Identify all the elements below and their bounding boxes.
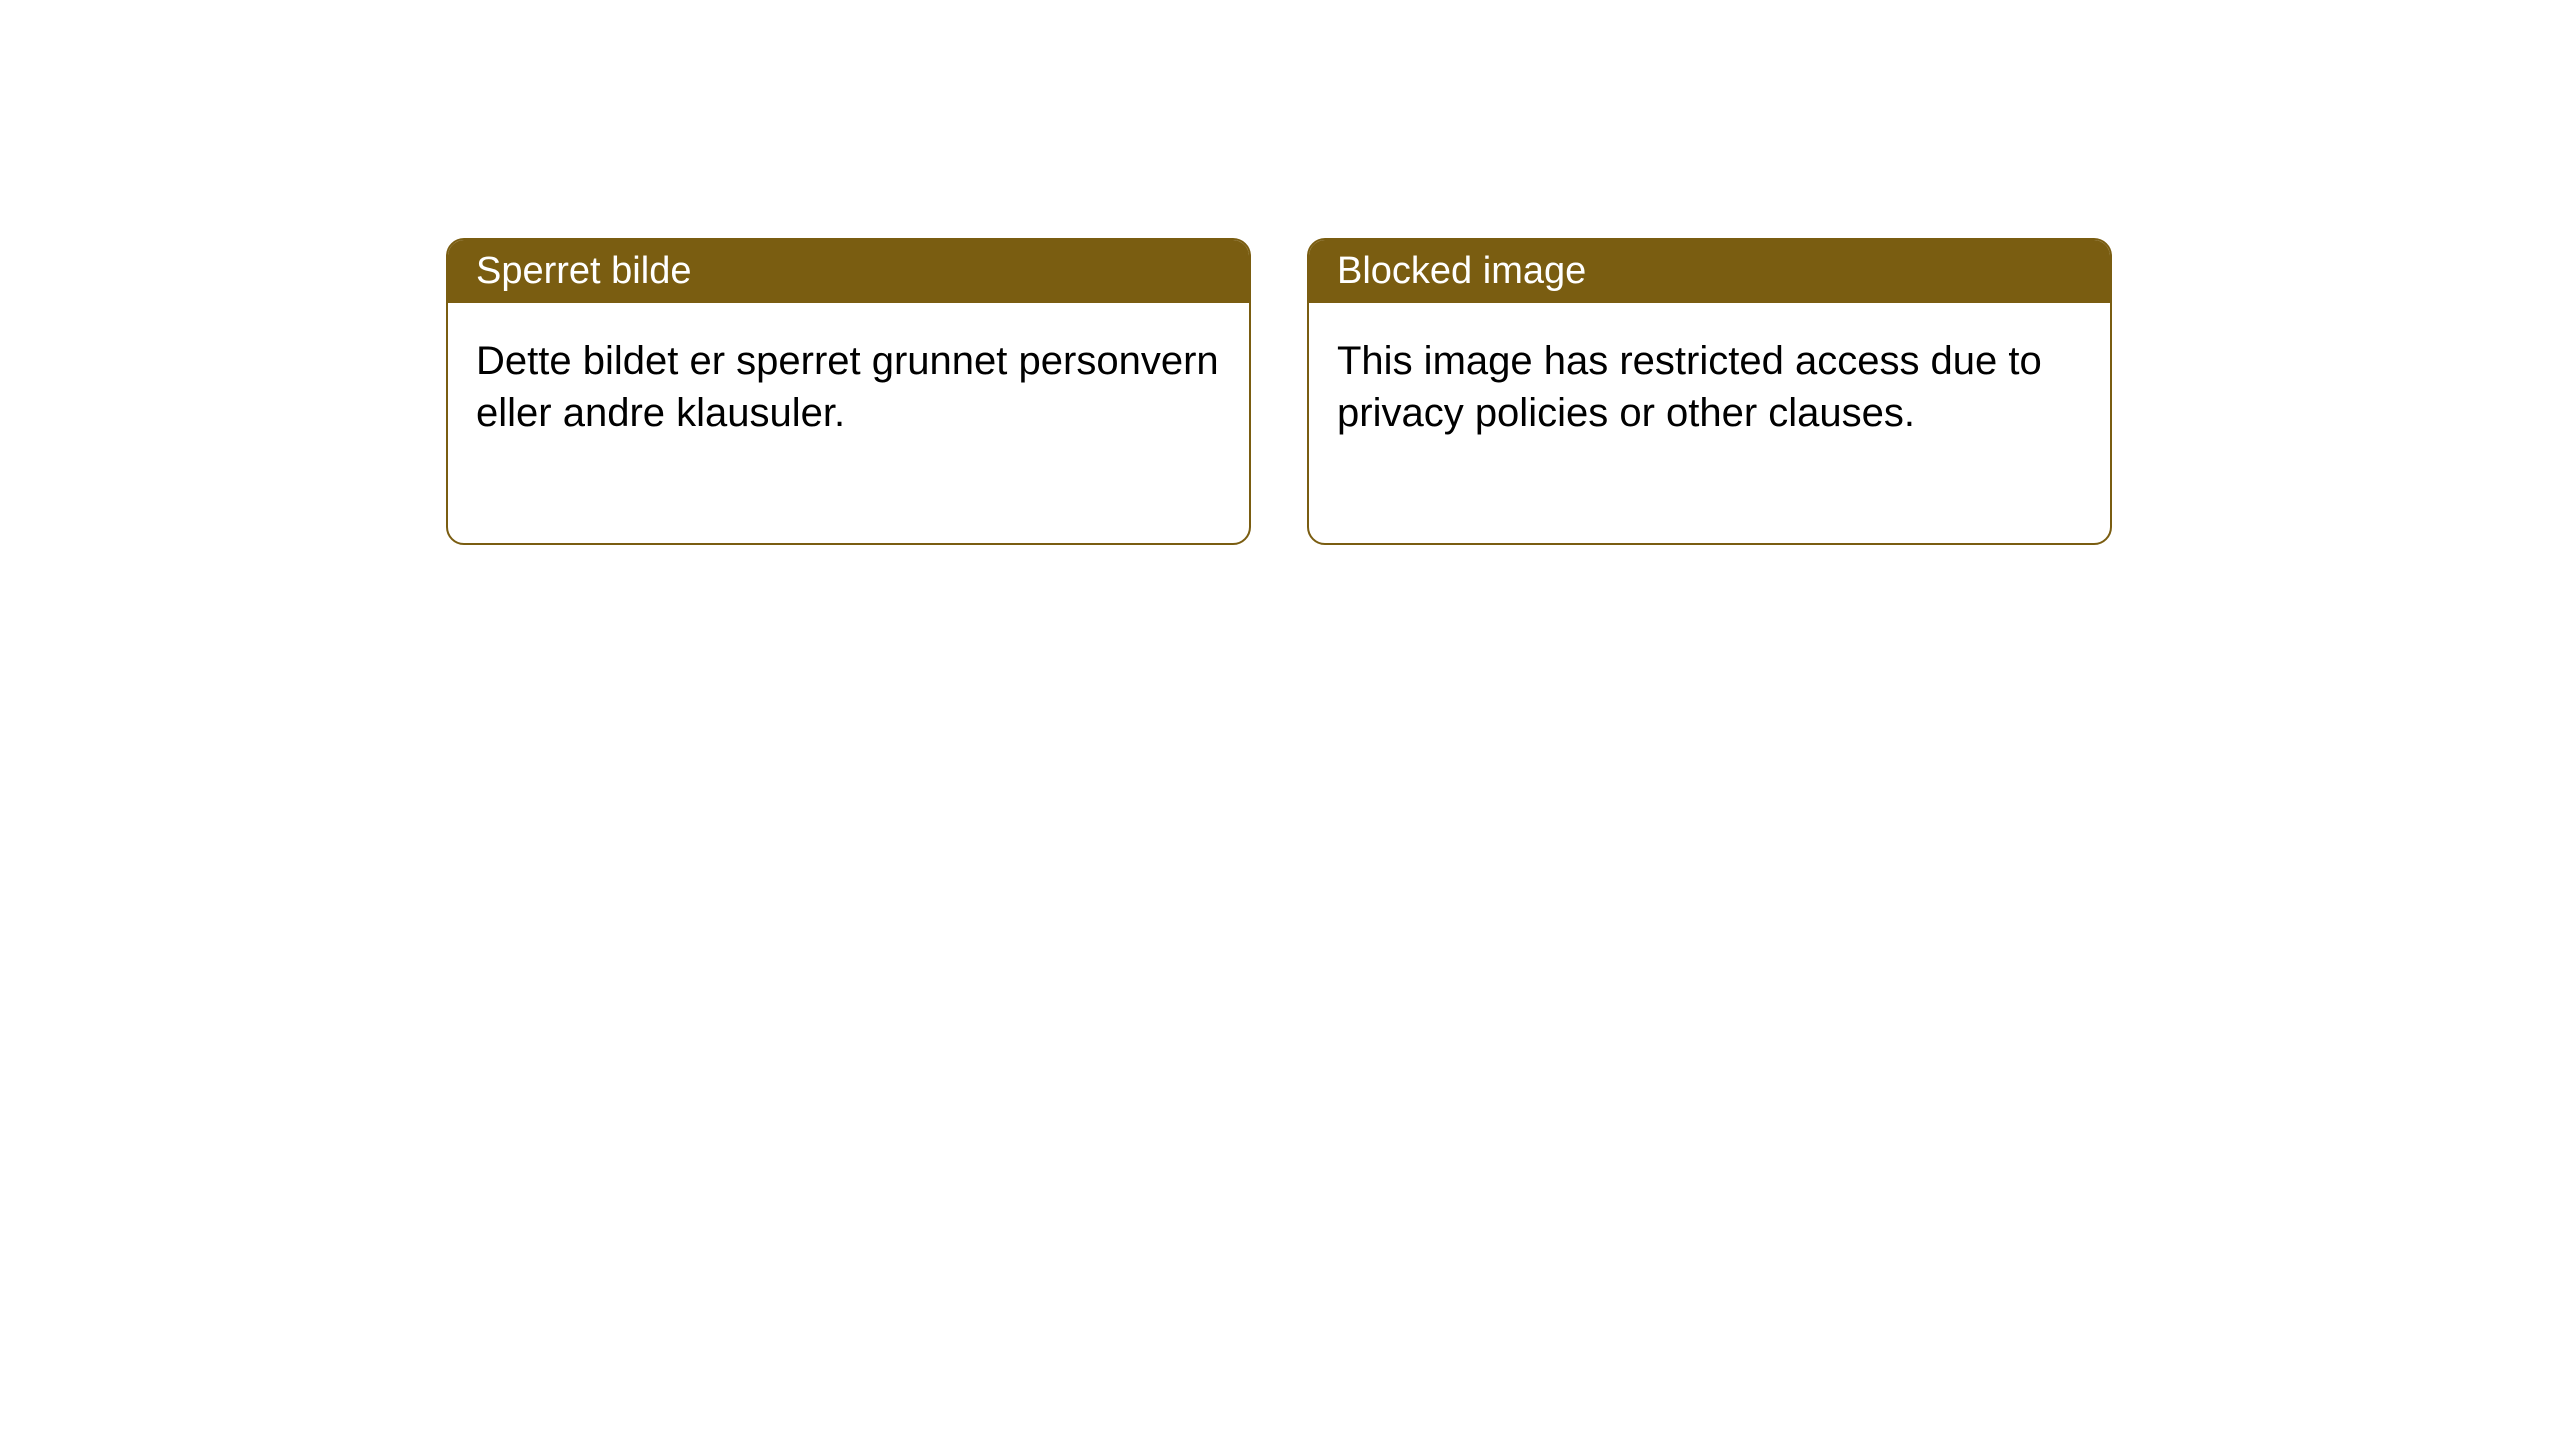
- notice-card-title: Sperret bilde: [448, 240, 1249, 303]
- notice-card-body: This image has restricted access due to …: [1309, 303, 2110, 543]
- notice-card-english: Blocked image This image has restricted …: [1307, 238, 2112, 545]
- notice-card-body: Dette bildet er sperret grunnet personve…: [448, 303, 1249, 543]
- notice-card-norwegian: Sperret bilde Dette bildet er sperret gr…: [446, 238, 1251, 545]
- notice-container: Sperret bilde Dette bildet er sperret gr…: [446, 238, 2112, 545]
- notice-card-title: Blocked image: [1309, 240, 2110, 303]
